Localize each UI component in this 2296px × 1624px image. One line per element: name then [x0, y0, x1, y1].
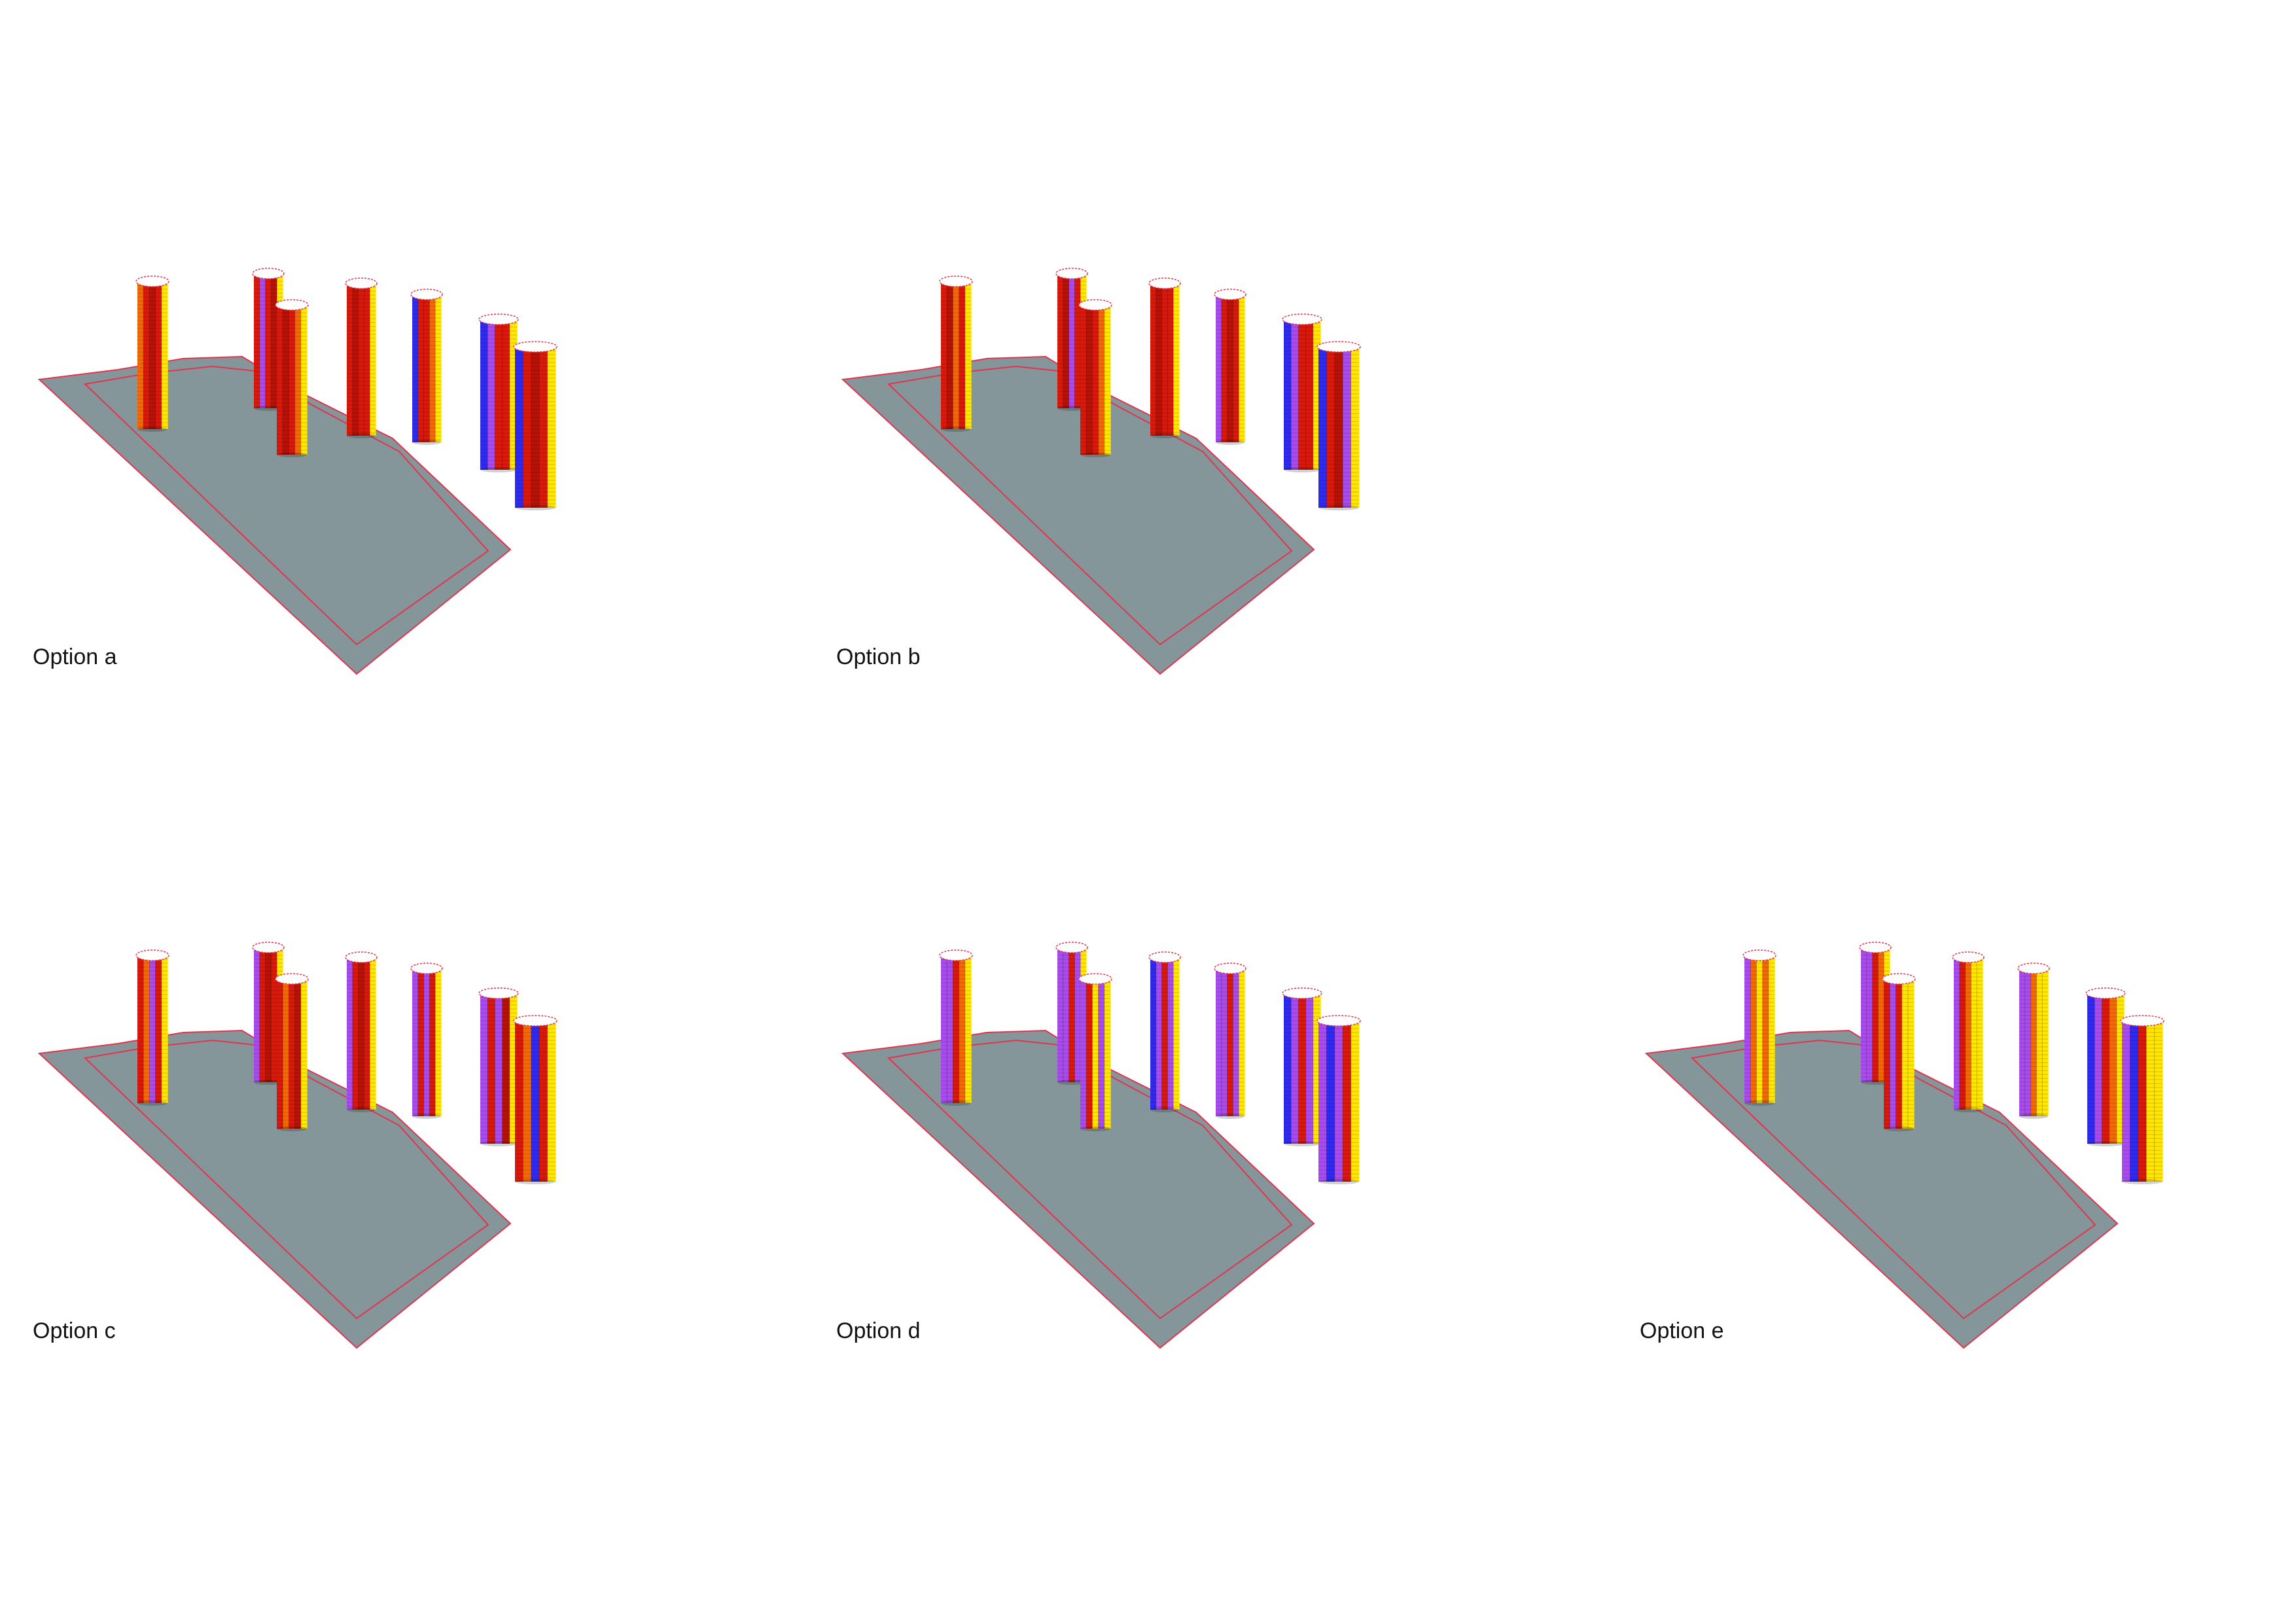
tower-3	[1882, 973, 1916, 1131]
tower-4	[345, 277, 378, 438]
massing-diagram-option-d	[841, 942, 1361, 1349]
option-e-label: Option e	[1640, 1318, 1724, 1343]
tower-1	[135, 275, 169, 432]
panel-option-b: Option b	[830, 249, 1549, 903]
setback-line	[1690, 1039, 2096, 1320]
tower-1	[939, 275, 973, 432]
tower-1	[939, 949, 973, 1106]
panel-option-d: Option d	[830, 923, 1549, 1577]
tower-3	[1078, 299, 1112, 457]
tower-7	[1316, 1015, 1361, 1184]
massing-diagram-option-c	[37, 942, 557, 1349]
option-b-label: Option b	[836, 644, 921, 669]
massing-diagram-option-b	[841, 268, 1361, 675]
tower-6	[1282, 987, 1322, 1146]
tower-5	[2017, 962, 2050, 1119]
option-a-label: Option a	[33, 644, 117, 669]
panel-option-c: Option c	[26, 923, 746, 1577]
tower-5	[1214, 289, 1246, 445]
panel-option-a: Option a	[26, 249, 746, 903]
tower-3	[275, 973, 309, 1131]
massing-diagram-option-e	[1644, 942, 2164, 1349]
setback-line	[887, 1039, 1293, 1320]
setback-line	[83, 1039, 489, 1320]
tower-6	[1282, 313, 1322, 472]
tower-1	[1742, 949, 1776, 1106]
tower-7	[513, 1015, 557, 1184]
option-d-label: Option d	[836, 1318, 921, 1343]
tower-6	[2085, 987, 2126, 1146]
panel-option-e: Option e	[1633, 923, 2296, 1577]
setback-line	[83, 365, 489, 646]
tower-5	[410, 962, 443, 1119]
tower-7	[1316, 341, 1361, 510]
tower-4	[1148, 951, 1181, 1112]
tower-7	[2120, 1015, 2164, 1184]
option-c-label: Option c	[33, 1318, 116, 1343]
tower-5	[1214, 962, 1246, 1119]
tower-1	[135, 949, 169, 1106]
tower-5	[410, 289, 443, 445]
tower-4	[1952, 951, 1985, 1112]
tower-3	[1078, 973, 1112, 1131]
tower-6	[478, 313, 519, 472]
tower-7	[513, 341, 557, 510]
tower-3	[275, 299, 309, 457]
tower-4	[345, 951, 378, 1112]
tower-4	[1148, 277, 1181, 438]
tower-6	[478, 987, 519, 1146]
setback-line	[887, 365, 1293, 646]
massing-diagram-option-a	[37, 268, 557, 675]
